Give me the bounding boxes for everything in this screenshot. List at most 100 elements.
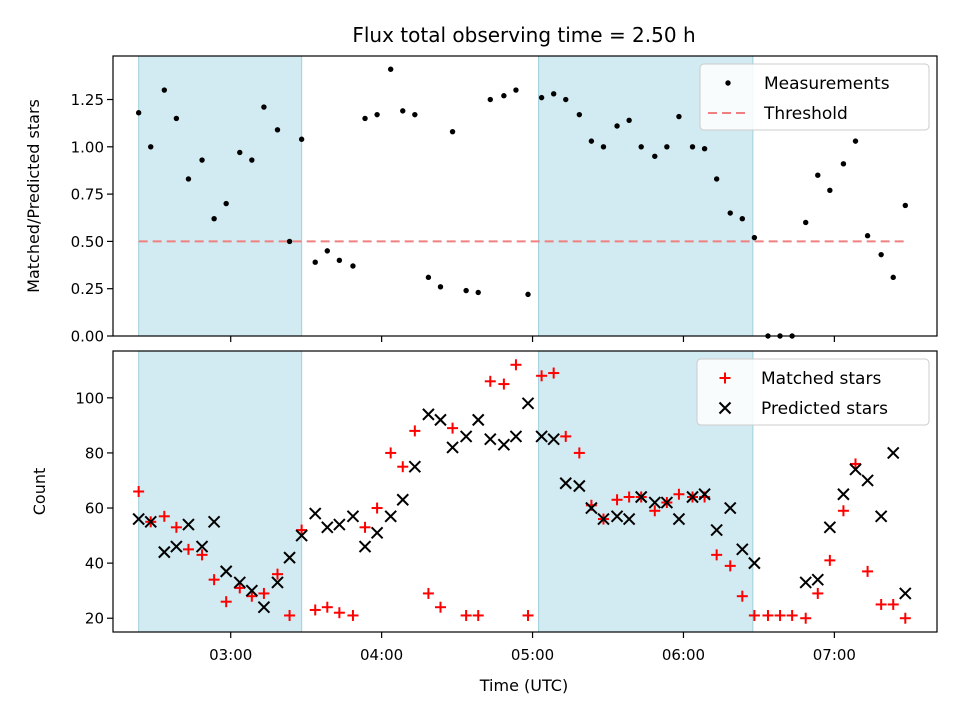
point-1-1-10 — [257, 600, 271, 614]
point-1-0-60 — [887, 598, 899, 610]
point-1-1-46 — [710, 523, 723, 537]
point-0-0-22 — [412, 111, 418, 118]
point-0-0-49 — [751, 234, 758, 241]
point-1-0-9 — [246, 590, 258, 602]
axes-frame-1 — [112, 350, 938, 633]
point-1-0-7 — [220, 596, 232, 608]
point-0-0-19 — [374, 111, 380, 118]
point-1-0-30 — [510, 359, 522, 371]
point-0-0-11 — [274, 127, 281, 133]
point-1-1-27 — [472, 413, 485, 427]
legend-box-1 — [696, 358, 930, 426]
point-1-1-2 — [158, 545, 171, 559]
point-1-1-54 — [849, 463, 862, 476]
point-1-1-32 — [535, 430, 548, 443]
point-1-0-50 — [762, 609, 774, 621]
point-0-0-48 — [739, 216, 746, 222]
y-tick-label-0-0: 0.00 — [71, 328, 104, 346]
point-0-0-28 — [487, 96, 493, 103]
point-1-0-34 — [560, 430, 572, 442]
point-1-0-58 — [862, 565, 874, 577]
point-1-1-50 — [799, 576, 812, 589]
x-axis-label: Time (UTC) — [479, 676, 568, 695]
point-1-0-57 — [850, 458, 862, 470]
point-1-1-58 — [899, 587, 912, 600]
point-0-0-47 — [727, 210, 733, 216]
point-1-0-28 — [484, 375, 496, 387]
point-1-0-23 — [422, 587, 434, 599]
point-1-1-11 — [271, 576, 284, 589]
point-0-0-43 — [676, 113, 682, 120]
point-1-0-48 — [736, 590, 748, 602]
y-tick-label-0-2: 0.50 — [71, 233, 104, 251]
y-tick-label-0-4: 1.00 — [71, 138, 104, 156]
point-1-0-51 — [774, 609, 786, 621]
ratio-panel: 0.00 0.25 0.50 0.75 1.00 1.25 Matched/Predicte… — [24, 55, 938, 346]
point-1-1-13 — [295, 529, 308, 542]
point-0-0-23 — [425, 274, 432, 281]
point-0-0-39 — [626, 117, 632, 124]
point-1-0-15 — [321, 601, 333, 613]
point-1-0-12 — [284, 609, 296, 621]
x-tick-label-1: 04:00 — [360, 646, 403, 664]
point-1-1-5 — [195, 540, 209, 553]
point-0-0-18 — [362, 115, 368, 122]
point-1-1-41 — [648, 496, 661, 509]
y-tick-label-1-3: 80 — [85, 444, 104, 462]
point-1-1-36 — [585, 501, 598, 515]
x-tick-label-2: 05:00 — [511, 646, 554, 664]
point-1-0-13 — [296, 524, 308, 536]
point-1-1-4 — [182, 518, 195, 531]
point-1-1-39 — [622, 512, 636, 526]
point-1-1-22 — [408, 460, 422, 473]
shaded-span-0 — [138, 350, 303, 633]
point-0-0-60 — [890, 274, 896, 281]
legend-marker-1-1 — [718, 401, 732, 415]
point-1-1-17 — [346, 510, 360, 523]
point-0-0-45 — [701, 146, 708, 152]
point-1-0-16 — [333, 607, 345, 619]
point-1-1-21 — [396, 493, 409, 506]
point-1-0-47 — [724, 560, 736, 572]
point-1-1-57 — [887, 446, 900, 460]
point-1-0-6 — [208, 574, 220, 586]
point-0-0-17 — [350, 263, 356, 269]
point-1-0-4 — [182, 543, 194, 555]
point-1-1-9 — [245, 584, 259, 597]
point-0-0-31 — [525, 291, 531, 298]
point-1-1-34 — [559, 477, 572, 490]
y-axis-label-0: Matched/Predicted stars — [24, 99, 43, 293]
point-0-0-20 — [387, 66, 394, 72]
y-tick-label-0-1: 0.25 — [71, 280, 104, 298]
point-0-0-37 — [600, 144, 607, 150]
point-1-1-0 — [132, 512, 145, 526]
x-tick-label-4: 07:00 — [813, 646, 856, 664]
point-0-0-13 — [298, 136, 305, 142]
point-0-0-3 — [173, 115, 180, 122]
point-0-0-32 — [538, 94, 545, 101]
point-1-1-12 — [283, 551, 296, 564]
point-1-1-48 — [736, 543, 749, 556]
point-1-1-28 — [484, 432, 497, 446]
point-1-0-61 — [899, 612, 911, 624]
point-0-0-38 — [614, 123, 620, 129]
point-1-0-52 — [786, 609, 798, 621]
point-1-1-49 — [748, 556, 761, 570]
legend-1: Matched stars Predicted stars — [696, 358, 930, 426]
point-0-0-26 — [463, 287, 469, 294]
point-1-1-16 — [333, 518, 346, 531]
point-1-0-53 — [800, 612, 812, 624]
point-1-1-1 — [144, 515, 157, 529]
point-1-1-18 — [358, 540, 372, 553]
point-0-0-57 — [852, 138, 859, 144]
point-0-0-54 — [815, 172, 821, 178]
point-0-0-14 — [312, 259, 318, 265]
point-0-0-21 — [400, 108, 406, 114]
count-panel: 20 40 60 80 100 03:00 04:00 05:00 06:00 07:00 Coun… — [30, 350, 938, 664]
point-1-1-30 — [509, 430, 523, 443]
legend-label-0-1: Threshold — [763, 104, 848, 124]
point-1-0-38 — [611, 494, 623, 506]
point-0-0-40 — [638, 144, 644, 150]
point-1-0-5 — [196, 549, 208, 561]
point-1-0-46 — [711, 549, 723, 561]
